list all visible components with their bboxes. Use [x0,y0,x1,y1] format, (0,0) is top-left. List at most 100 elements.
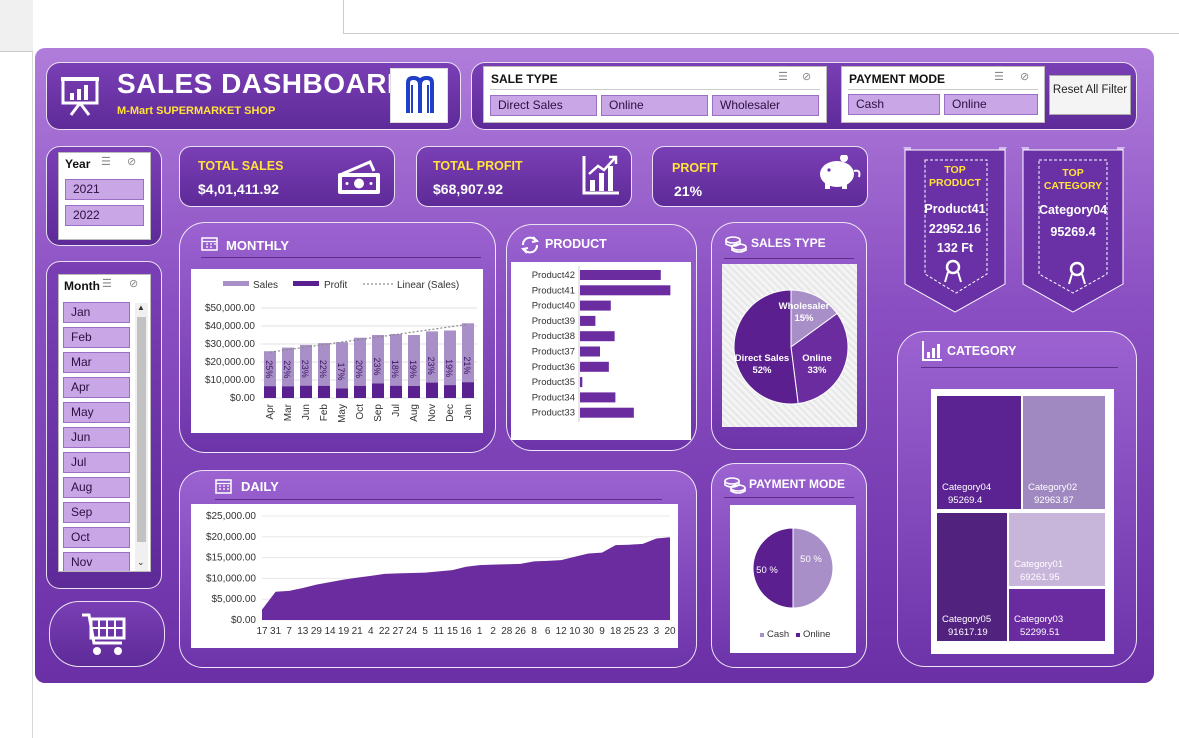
x-tick-label: 15 [447,626,459,637]
top-category-ribbon: TOP CATEGORY Category04 95269.4 [1021,146,1125,314]
product-bar [580,377,583,388]
multi-select-icon[interactable]: ☰ [994,71,1004,83]
spreadsheet-background [0,0,1179,48]
payment-mode-slicer-title: PAYMENT MODE [849,72,946,86]
month-scrollbar[interactable]: ⌄ ▲ [135,303,148,571]
payment-mode-option[interactable]: Online [944,94,1038,115]
presentation-chart-icon [61,77,99,116]
clear-filter-icon[interactable]: ⊘ [129,278,139,290]
sales-type-percent: 15% [794,313,814,324]
top-product-value: 22952.16 [928,222,982,236]
sales-type-percent: 33% [807,365,827,376]
profit-bar [444,385,456,398]
month-option[interactable]: Jun [63,427,130,448]
profit-bar [336,388,348,398]
total-profit-label: TOTAL PROFIT [433,159,523,173]
row-header-column [0,0,33,738]
multi-select-icon[interactable]: ☰ [102,278,112,290]
x-tick-label: 30 [583,626,595,637]
sales-bar [300,344,312,398]
scroll-down-icon[interactable]: ⌄ [137,557,145,567]
sale-type-option[interactable]: Direct Sales [490,95,597,116]
payment-mode-slicer: PAYMENT MODE ☰ ⊘ Cash Online [841,66,1045,123]
product-bar [580,331,615,342]
payment-mode-option[interactable]: Cash [848,94,940,115]
month-option[interactable]: Jan [63,302,130,323]
year-option[interactable]: 2022 [65,205,144,226]
month-option[interactable]: Jul [63,452,130,473]
sales-bar [372,335,384,398]
month-option[interactable]: Nov [63,552,130,571]
shopping-cart-icon [82,613,126,655]
sales-bar [462,323,474,398]
y-tick-label: $0.00 [230,393,255,404]
month-option[interactable]: Oct [63,527,130,548]
category-tile-value: 52299.51 [1020,627,1060,638]
category-tile-value: 95269.4 [948,495,982,506]
x-tick-label: 1 [477,626,483,637]
calendar-icon [201,237,218,251]
x-tick-label: 11 [434,626,445,637]
total-sales-label: TOTAL SALES [198,159,284,173]
category-treemap: Category04 95269.4 Category02 92963.87 Categ… [931,389,1114,654]
spreadsheet-cell[interactable] [343,0,1179,34]
scroll-up-icon[interactable]: ▲ [137,303,145,312]
y-tick-label: $15,000.00 [206,553,256,564]
x-tick-label: 26 [515,626,527,637]
clear-filter-icon[interactable]: ⊘ [1020,71,1030,83]
clear-filter-icon[interactable]: ⊘ [127,156,137,168]
sales-bar [318,343,330,398]
x-tick-label: May [337,404,348,423]
cart-panel [49,601,165,667]
profit-bar [390,385,402,398]
sales-bar [444,330,456,398]
sale-type-option[interactable]: Online [601,95,708,116]
product-bar [580,392,616,403]
bar-percent-label: 23% [372,358,382,376]
x-tick-label: 27 [392,626,404,637]
bar-percent-label: 18% [390,360,400,378]
month-option[interactable]: May [63,402,130,423]
top-category-name: Category04 [1038,203,1108,217]
x-tick-label: 31 [270,626,282,637]
month-option[interactable]: Apr [63,377,130,398]
month-slicer-title: Month [64,279,100,293]
x-tick-label: 28 [501,626,513,637]
category-title: CATEGORY [947,344,1017,358]
category-tile-value: 69261.95 [1020,572,1060,583]
sales-bar [264,351,276,398]
sales-type-slice [790,312,849,405]
profit-bar [462,382,474,398]
payment-mode-slice [792,527,834,609]
legend-swatch-profit [293,281,319,286]
bar-percent-label: 23% [426,357,436,375]
sales-type-label: Direct Sales [735,353,789,364]
product-label: Product34 [532,392,575,403]
reset-all-filter-button[interactable]: Reset All Filter [1049,75,1131,115]
product-bar [580,315,596,326]
year-option[interactable]: 2021 [65,179,144,200]
scrollbar-thumb[interactable] [137,317,146,542]
payment-mode-percent: 50 % [756,565,778,576]
sale-type-option[interactable]: Wholesaler [712,95,819,116]
y-tick-label: $30,000.00 [205,339,255,350]
profit-value: 21% [674,183,703,199]
clear-filter-icon[interactable]: ⊘ [802,71,812,83]
sales-type-percent: 52% [752,365,772,376]
month-option[interactable]: Aug [63,477,130,498]
product-chart: Product42 Product41 Product40 Product39 Prod… [511,262,691,440]
month-option[interactable]: Sep [63,502,130,523]
year-slicer-title: Year [65,157,91,171]
x-tick-label: 7 [286,626,292,637]
total-profit-card: TOTAL PROFIT $68,907.92 [416,146,632,207]
monthly-panel: MONTHLY Sales Profit Linear (Sales) $50,000… [179,222,496,453]
multi-select-icon[interactable]: ☰ [101,156,111,168]
multi-select-icon[interactable]: ☰ [778,71,788,83]
category-panel: CATEGORY Category04 95269.4 Category02 9296… [897,331,1137,667]
sales-type-slice [733,289,799,405]
month-option[interactable]: Mar [63,352,130,373]
x-tick-label: Jun [301,404,312,420]
product-bar [580,361,609,372]
month-option[interactable]: Feb [63,327,130,348]
dashboard-subtitle: M-Mart SUPERMARKET SHOP [117,105,276,117]
